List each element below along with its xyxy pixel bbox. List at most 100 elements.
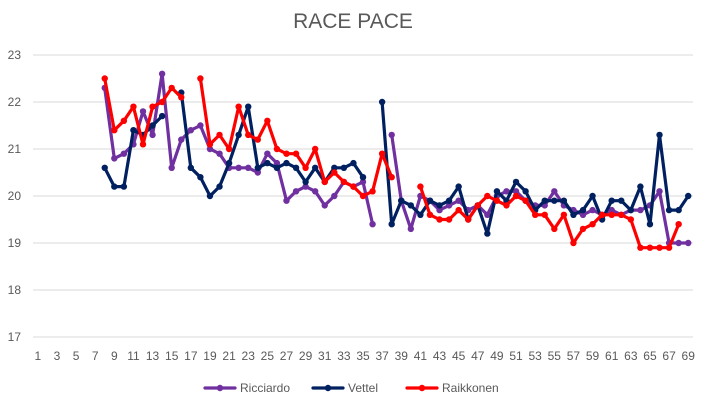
data-point: [541, 197, 548, 204]
legend-swatch-marker: [418, 384, 426, 392]
data-point: [111, 183, 118, 190]
data-point: [331, 192, 338, 200]
data-point: [637, 183, 644, 190]
data-point: [522, 197, 529, 204]
data-point: [149, 103, 156, 110]
data-point: [311, 164, 319, 171]
data-point: [197, 174, 204, 181]
data-point: [130, 103, 137, 110]
data-point: [551, 188, 558, 195]
legend-label: Raikkonen: [442, 381, 499, 395]
x-tick-label: 67: [662, 349, 676, 363]
data-point: [675, 239, 682, 247]
data-point: [484, 230, 491, 237]
legend: Ricciardo Vettel Raikkonen: [203, 381, 499, 395]
x-tick-label: 63: [624, 349, 638, 363]
x-tick-label: 69: [682, 349, 696, 363]
series-line: [418, 185, 681, 250]
data-point: [436, 216, 443, 223]
data-point: [407, 225, 415, 233]
x-tick-label: 59: [586, 349, 600, 363]
data-point: [589, 192, 596, 200]
data-point: [168, 164, 175, 171]
x-tick-label: 53: [528, 349, 542, 363]
data-point: [378, 98, 386, 106]
data-point: [608, 197, 615, 204]
data-point: [292, 164, 300, 171]
data-point: [149, 122, 156, 129]
x-tick-label: 47: [471, 349, 485, 363]
data-point: [245, 131, 252, 139]
data-point: [426, 211, 434, 218]
legend-item-raikkonen: Raikkonen: [405, 381, 499, 395]
x-tick-label: 17: [184, 349, 198, 363]
data-point: [216, 183, 223, 190]
data-point: [254, 164, 261, 171]
data-point: [216, 131, 223, 139]
data-point: [350, 159, 357, 167]
data-point: [656, 188, 663, 195]
data-point: [158, 98, 166, 106]
data-point: [637, 206, 644, 214]
data-point: [685, 192, 692, 200]
y-tick-label: 19: [8, 236, 22, 250]
data-point: [551, 197, 558, 204]
y-tick-label: 17: [8, 330, 22, 344]
data-point: [120, 183, 128, 190]
data-point: [560, 197, 568, 204]
x-tick-label: 15: [165, 349, 179, 363]
data-point: [120, 117, 128, 125]
data-point: [273, 145, 281, 153]
data-point: [197, 75, 204, 82]
data-point: [445, 216, 453, 223]
data-point: [445, 197, 453, 204]
data-point: [656, 131, 663, 139]
data-point: [503, 188, 510, 195]
y-axis-ticks: 17 18 19 20 21 22 23: [8, 48, 22, 344]
x-tick-label: 3: [54, 349, 61, 363]
data-point: [283, 159, 290, 167]
data-point: [359, 192, 367, 200]
data-point: [675, 221, 682, 228]
data-point: [264, 159, 271, 167]
data-point: [178, 94, 185, 101]
data-point: [120, 150, 128, 157]
x-tick-label: 29: [299, 349, 313, 363]
gridlines: [33, 54, 693, 338]
y-tick-label: 18: [8, 283, 22, 297]
data-point: [197, 122, 204, 129]
x-tick-label: 35: [356, 349, 370, 363]
data-point: [474, 202, 481, 209]
x-tick-label: 43: [433, 349, 447, 363]
data-point: [101, 164, 108, 171]
data-point: [445, 202, 453, 209]
x-tick-label: 9: [111, 349, 118, 363]
data-point: [531, 211, 539, 218]
data-point: [321, 178, 328, 186]
legend-label: Vettel: [348, 381, 378, 395]
data-point: [206, 145, 214, 153]
data-point: [302, 178, 309, 186]
x-tick-label: 49: [490, 349, 504, 363]
data-point: [675, 206, 682, 214]
data-point: [292, 188, 300, 195]
data-point: [455, 206, 462, 214]
data-point: [245, 103, 252, 110]
data-point: [331, 169, 338, 176]
y-tick-label: 20: [8, 189, 22, 203]
x-tick-label: 61: [605, 349, 619, 363]
data-point: [484, 192, 491, 200]
x-tick-label: 57: [567, 349, 581, 363]
data-point: [359, 174, 367, 181]
data-point: [579, 206, 587, 214]
data-point: [264, 150, 271, 157]
data-point: [656, 244, 663, 251]
data-point: [139, 141, 147, 148]
data-point: [178, 136, 185, 143]
data-point: [111, 155, 118, 162]
data-point: [225, 159, 233, 167]
data-point: [359, 178, 367, 186]
data-point: [493, 197, 501, 204]
legend-item-ricciardo: Ricciardo: [203, 381, 290, 395]
x-tick-label: 31: [318, 349, 332, 363]
